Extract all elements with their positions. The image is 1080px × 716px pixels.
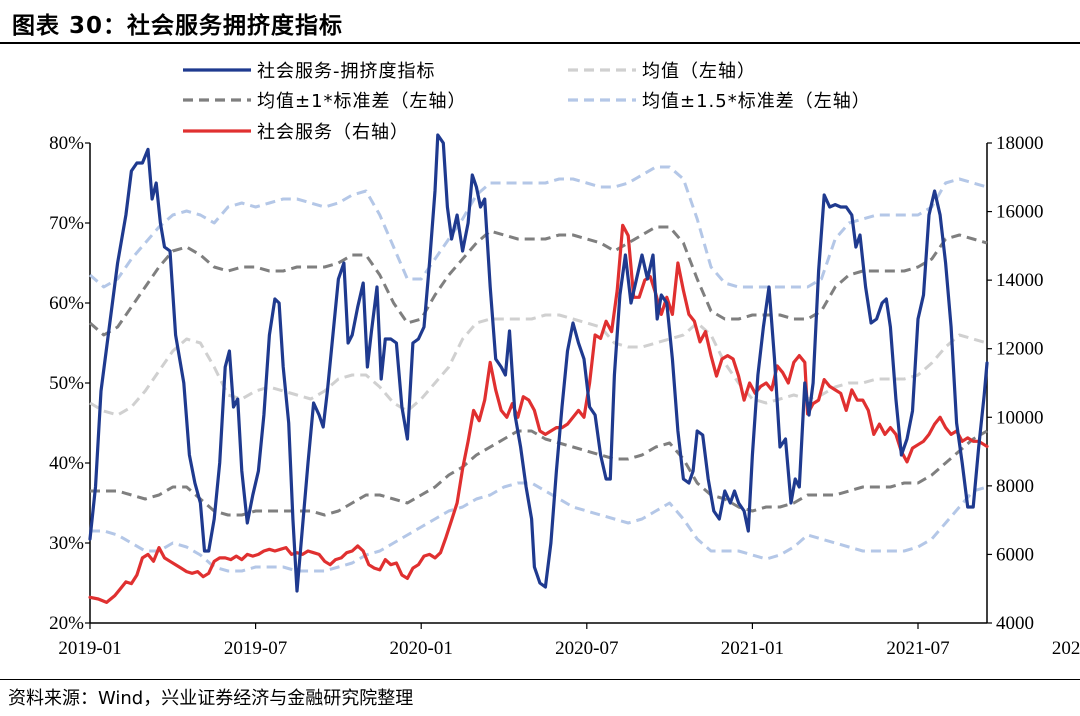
series-line-1 <box>89 313 988 417</box>
legend-label-4: 社会服务（右轴） <box>257 122 409 143</box>
right-tick-label: 18000 <box>996 133 1044 154</box>
right-tick-label: 16000 <box>996 202 1044 223</box>
chart-title: 图表 30：社会服务拥挤度指标 <box>12 13 344 39</box>
left-tick-label: 50% <box>49 373 84 394</box>
series-line-0 <box>88 133 989 593</box>
title-divider <box>0 42 1080 44</box>
legend-label-3: 均值±1.5*标准差（左轴） <box>642 91 871 112</box>
source-divider <box>0 679 1080 680</box>
series-line-2 <box>89 225 988 337</box>
x-tick-label: 2022-01 <box>1052 638 1080 659</box>
x-tick-label: 2021-07 <box>886 638 949 659</box>
left-tick-label: 60% <box>49 293 84 314</box>
x-tick-label: 2021-01 <box>721 638 784 659</box>
legend-label-1: 均值（左轴） <box>642 61 756 82</box>
x-tick-label: 2019-01 <box>58 638 121 659</box>
source-note: 资料来源：Wind，兴业证券经济与金融研究院整理 <box>8 688 414 709</box>
right-tick-label: 12000 <box>996 339 1044 360</box>
series-line-3 <box>90 429 988 517</box>
legend-label-0: 社会服务-拥挤度指标 <box>257 61 436 82</box>
chart-canvas: 20% 30% 40% 50% 60% 70% 80% 4000 6000 8000 10000 12… <box>49 61 1080 659</box>
x-tick-label: 2020-07 <box>555 638 618 659</box>
right-tick-label: 4000 <box>996 613 1034 634</box>
x-tick-label: 2020-01 <box>390 638 453 659</box>
left-tick-label: 20% <box>49 613 84 634</box>
left-tick-label: 80% <box>49 133 84 154</box>
right-tick-label: 6000 <box>996 544 1034 565</box>
right-tick-label: 10000 <box>996 407 1044 428</box>
x-tick-label: 2019-07 <box>224 638 287 659</box>
right-tick-label: 14000 <box>996 270 1044 291</box>
left-tick-label: 30% <box>49 533 84 554</box>
legend-label-2: 均值±1*标准差（左轴） <box>257 91 467 112</box>
series-line-4 <box>89 165 988 289</box>
series-line-5 <box>90 481 988 573</box>
left-tick-label: 40% <box>49 453 84 474</box>
left-tick-label: 70% <box>49 213 84 234</box>
right-tick-label: 8000 <box>996 476 1034 497</box>
series-line-6 <box>88 223 989 604</box>
